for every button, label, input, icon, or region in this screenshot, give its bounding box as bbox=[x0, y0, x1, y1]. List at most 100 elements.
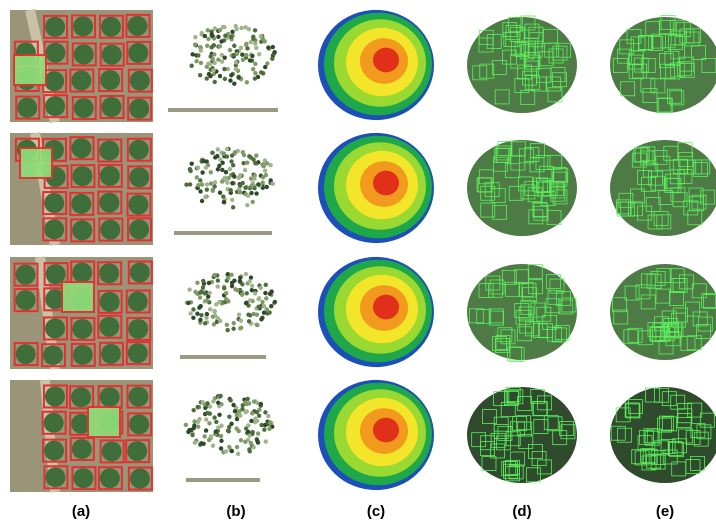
point bbox=[218, 319, 222, 323]
point bbox=[219, 434, 223, 438]
point bbox=[261, 164, 265, 168]
point bbox=[232, 321, 236, 325]
tree-crown bbox=[16, 290, 36, 310]
point bbox=[208, 74, 212, 78]
tree-crown bbox=[44, 193, 64, 213]
point bbox=[220, 168, 224, 172]
point bbox=[218, 28, 222, 32]
point bbox=[205, 312, 209, 316]
point bbox=[253, 62, 257, 66]
point bbox=[232, 44, 236, 48]
point bbox=[201, 285, 205, 289]
point bbox=[218, 44, 222, 48]
point bbox=[250, 411, 254, 415]
point bbox=[241, 58, 245, 62]
point bbox=[199, 313, 203, 317]
point bbox=[197, 417, 201, 421]
tree-crown bbox=[100, 387, 120, 407]
point bbox=[222, 25, 226, 29]
tree-crown bbox=[128, 195, 148, 215]
panel-label: (b) bbox=[226, 503, 245, 520]
point bbox=[205, 401, 209, 405]
point bbox=[225, 323, 229, 327]
point bbox=[225, 147, 229, 151]
point bbox=[190, 52, 194, 56]
point bbox=[231, 53, 235, 57]
point bbox=[228, 78, 232, 82]
point bbox=[187, 287, 191, 291]
point bbox=[224, 291, 228, 295]
tree-crown bbox=[130, 469, 150, 489]
tree-crown bbox=[72, 263, 92, 283]
point bbox=[213, 26, 217, 30]
tree-crown bbox=[100, 220, 120, 240]
point bbox=[273, 300, 277, 304]
highlight-box bbox=[88, 407, 120, 437]
tree-crown bbox=[101, 344, 121, 364]
point bbox=[250, 284, 254, 288]
point bbox=[209, 170, 213, 174]
point bbox=[225, 328, 229, 332]
point bbox=[216, 147, 220, 151]
point bbox=[205, 44, 209, 48]
point bbox=[271, 181, 275, 185]
point bbox=[198, 295, 202, 299]
tree-crown bbox=[100, 292, 120, 312]
point bbox=[245, 46, 249, 50]
tree-crown bbox=[71, 138, 91, 158]
point bbox=[220, 179, 224, 183]
point bbox=[195, 175, 199, 179]
point bbox=[218, 394, 222, 398]
point bbox=[192, 408, 196, 412]
point bbox=[265, 185, 269, 189]
point bbox=[255, 419, 259, 423]
point bbox=[243, 168, 247, 172]
point bbox=[268, 292, 272, 296]
point bbox=[251, 200, 255, 204]
point bbox=[233, 150, 237, 154]
ground-strip bbox=[180, 355, 266, 359]
tree-crown bbox=[129, 219, 149, 239]
point bbox=[223, 77, 227, 81]
tree-crown bbox=[45, 318, 65, 338]
point bbox=[211, 68, 215, 72]
point bbox=[251, 37, 255, 41]
point bbox=[266, 414, 270, 418]
point bbox=[220, 59, 224, 63]
point bbox=[230, 281, 234, 285]
tree-crown bbox=[100, 468, 120, 488]
point bbox=[204, 428, 208, 432]
point bbox=[205, 182, 209, 186]
point bbox=[205, 411, 209, 415]
point bbox=[203, 34, 207, 38]
point bbox=[207, 438, 211, 442]
point bbox=[271, 45, 275, 49]
point bbox=[247, 319, 251, 323]
point bbox=[191, 307, 195, 311]
point bbox=[230, 198, 234, 202]
point bbox=[211, 315, 215, 319]
tree-crown bbox=[99, 317, 119, 337]
point bbox=[211, 189, 215, 193]
point bbox=[227, 445, 231, 449]
point bbox=[264, 296, 268, 300]
point bbox=[250, 288, 254, 292]
point bbox=[196, 165, 200, 169]
point bbox=[234, 60, 238, 64]
point bbox=[241, 150, 245, 154]
point bbox=[259, 286, 263, 290]
tree-crown bbox=[16, 344, 36, 364]
point bbox=[253, 76, 257, 80]
point bbox=[204, 316, 208, 320]
point bbox=[264, 439, 268, 443]
tree-crown bbox=[73, 16, 93, 36]
point bbox=[219, 424, 223, 428]
point bbox=[227, 415, 231, 419]
highlight-box bbox=[62, 282, 94, 312]
tree-crown bbox=[102, 441, 122, 461]
point bbox=[248, 434, 252, 438]
point bbox=[213, 180, 217, 184]
point bbox=[199, 441, 203, 445]
tree-crown bbox=[16, 265, 36, 285]
point bbox=[236, 75, 240, 79]
